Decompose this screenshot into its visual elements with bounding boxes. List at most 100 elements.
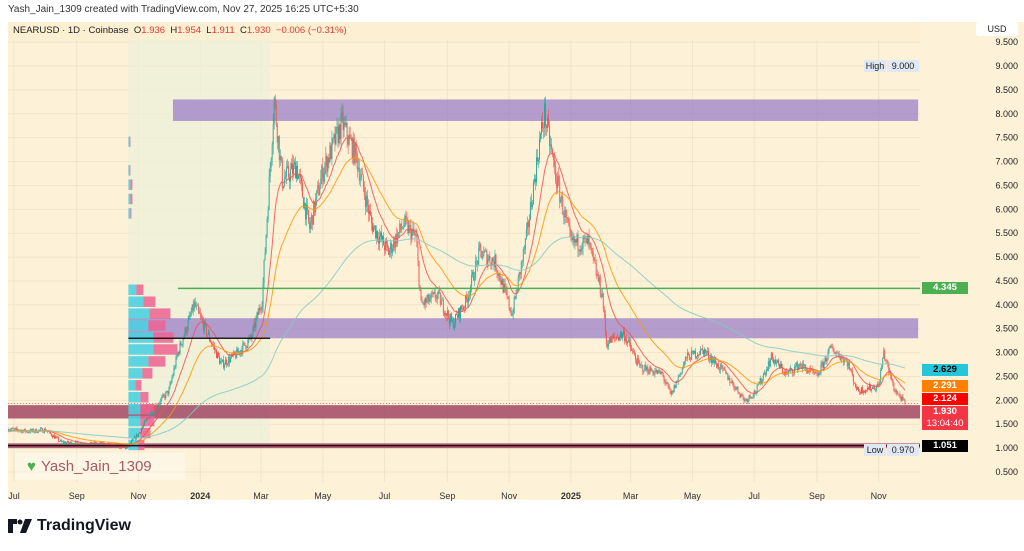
candle-body bbox=[78, 442, 80, 445]
volume-profile-down-bar bbox=[148, 320, 166, 331]
candle-body bbox=[707, 350, 709, 353]
candle-body bbox=[444, 313, 446, 316]
candle-body bbox=[893, 382, 895, 391]
candle-body bbox=[53, 435, 54, 438]
volume-profile-up-bar bbox=[128, 380, 136, 391]
candle-body bbox=[565, 209, 567, 218]
candle-body bbox=[319, 188, 321, 196]
candle-body bbox=[57, 436, 58, 438]
candle-body bbox=[287, 165, 289, 178]
candle-body bbox=[85, 443, 87, 445]
candle-body bbox=[475, 261, 477, 279]
candle-body bbox=[97, 443, 99, 445]
candle-body bbox=[575, 239, 577, 243]
volume-profile-down-bar bbox=[143, 296, 156, 307]
candle-body bbox=[212, 344, 213, 345]
candle-body bbox=[701, 348, 702, 350]
candle-body bbox=[735, 387, 737, 390]
tradingview-logo[interactable]: TradingView bbox=[8, 517, 131, 535]
candle-body bbox=[138, 433, 139, 437]
candle-body bbox=[331, 138, 333, 159]
candle-body bbox=[724, 367, 726, 371]
candle-body bbox=[458, 308, 459, 318]
candle-body bbox=[573, 235, 575, 243]
candle-body bbox=[83, 443, 85, 445]
candle-body bbox=[188, 315, 190, 320]
candle-body bbox=[814, 372, 816, 374]
volume-profile-up-bar bbox=[128, 368, 143, 379]
candle-body bbox=[386, 240, 388, 244]
candle-body bbox=[693, 350, 695, 354]
candle-body bbox=[904, 400, 906, 404]
candle-body bbox=[338, 124, 340, 144]
candle-body bbox=[572, 235, 574, 240]
candle-body bbox=[682, 365, 684, 368]
candle-body bbox=[137, 434, 138, 437]
candle-body bbox=[248, 338, 250, 340]
candle-body bbox=[68, 441, 70, 443]
candle-body bbox=[291, 163, 293, 174]
candle-body bbox=[522, 249, 524, 261]
candle-body bbox=[171, 377, 173, 382]
candle-body bbox=[80, 442, 82, 445]
candle-body bbox=[265, 234, 267, 253]
candle-body bbox=[589, 242, 591, 246]
candle-body bbox=[50, 431, 51, 434]
price-zone bbox=[8, 405, 920, 419]
currency-button[interactable]: USD bbox=[976, 22, 1018, 36]
open-label: O bbox=[133, 25, 142, 36]
candle-body bbox=[374, 225, 375, 227]
candle-body bbox=[381, 232, 382, 241]
candle-body bbox=[653, 373, 655, 375]
candle-body bbox=[81, 442, 83, 445]
candle-body bbox=[238, 351, 240, 353]
candle-body bbox=[436, 293, 438, 300]
candle-body bbox=[407, 220, 409, 234]
candle-body bbox=[315, 198, 317, 213]
candle-body bbox=[453, 323, 455, 328]
candle-body bbox=[123, 447, 125, 448]
candle-body bbox=[862, 387, 863, 393]
indicator-price-badge: 2.124 bbox=[922, 393, 968, 406]
candle-body bbox=[456, 314, 457, 316]
candle-body bbox=[199, 313, 201, 316]
candle-body bbox=[649, 367, 651, 375]
candle-body bbox=[796, 362, 798, 366]
candle-body bbox=[473, 272, 475, 281]
candle-body bbox=[149, 415, 151, 419]
candle-body bbox=[145, 420, 147, 422]
candle-body bbox=[880, 370, 882, 383]
candle-body bbox=[605, 331, 607, 345]
candle-body bbox=[179, 342, 181, 354]
candle-body bbox=[665, 382, 667, 384]
candle-body bbox=[808, 371, 810, 372]
candle-body bbox=[184, 327, 186, 336]
candle-body bbox=[324, 165, 326, 175]
candle-body bbox=[776, 360, 778, 363]
candle-body bbox=[558, 176, 560, 183]
candle-body bbox=[842, 357, 844, 363]
candle-body bbox=[683, 361, 685, 366]
candle-body bbox=[632, 350, 634, 352]
candle-body bbox=[474, 278, 476, 281]
candle-body bbox=[59, 441, 61, 442]
candle-body bbox=[756, 385, 758, 393]
candle-body bbox=[836, 352, 838, 354]
price-axis-label: 1.500 bbox=[995, 419, 1018, 429]
candle-body bbox=[125, 447, 127, 449]
candle-body bbox=[844, 359, 846, 361]
candle-body bbox=[517, 277, 519, 291]
symbol-label[interactable]: NEARUSD · 1D · Coinbase bbox=[13, 25, 129, 36]
candle-body bbox=[510, 310, 512, 316]
candle-body bbox=[766, 369, 768, 371]
candle-body bbox=[514, 296, 516, 299]
candle-body bbox=[301, 177, 302, 184]
candle-body bbox=[798, 365, 800, 371]
candle-body bbox=[539, 139, 540, 160]
candle-body bbox=[587, 235, 589, 245]
candle-body bbox=[384, 245, 386, 251]
candle-body bbox=[891, 378, 893, 382]
candle-body bbox=[686, 352, 688, 359]
candle-body bbox=[466, 295, 468, 300]
